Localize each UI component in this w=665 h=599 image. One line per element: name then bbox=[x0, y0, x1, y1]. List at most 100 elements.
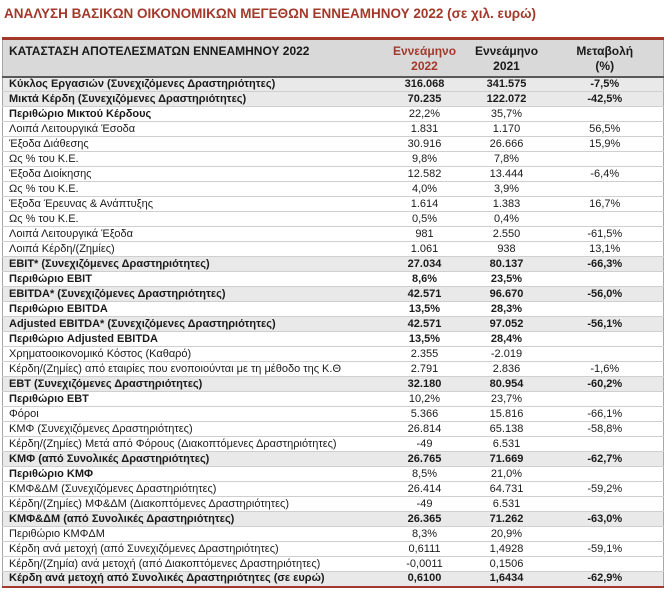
row-label: Ως % του Κ.Ε. bbox=[2, 151, 383, 167]
value-change: -6,4% bbox=[546, 166, 664, 182]
value-2022: 8,5% bbox=[382, 466, 467, 482]
value-2021: 28,4% bbox=[466, 331, 547, 347]
value-2022: 1.831 bbox=[382, 121, 467, 137]
value-2022: 8,6% bbox=[382, 271, 467, 287]
row-label: Κέρδη/(Ζημίες) Μετά από Φόρους (Διακοπτό… bbox=[2, 436, 383, 452]
value-2022: 0,6111 bbox=[382, 541, 467, 557]
value-2021: 0,1506 bbox=[466, 556, 547, 572]
value-2022: 13,5% bbox=[382, 331, 467, 347]
value-2021: 71.262 bbox=[466, 511, 547, 527]
table-row: Περιθώριο ΚΜΦΔΜ 8,3% 20,9% bbox=[2, 526, 664, 542]
table-row: Λοιπά Λειτουργικά Έξοδα 981 2.550 -61,5% bbox=[2, 226, 664, 242]
row-label: Κέρδη/(Ζημίες) ΜΦ&ΔΜ (Διακοπτόμενες Δρασ… bbox=[2, 496, 383, 512]
value-change bbox=[546, 346, 664, 362]
value-2022: 26.765 bbox=[382, 451, 467, 467]
row-label: Φόροι bbox=[2, 406, 383, 422]
row-label: Περιθώριο Adjusted EBITDA bbox=[2, 331, 383, 347]
table-row: ΚΜΦ (από Συνολικές Δραστηριότητες) 26.76… bbox=[2, 451, 664, 467]
value-2022: 42.571 bbox=[382, 316, 467, 332]
value-change: 16,7% bbox=[546, 196, 664, 212]
value-2022: -49 bbox=[382, 436, 467, 452]
table-row: Περιθώριο EBIT 8,6% 23,5% bbox=[2, 271, 664, 287]
value-2022: 316.068 bbox=[382, 76, 467, 92]
row-label: Λοιπά Λειτουργικά Έσοδα bbox=[2, 121, 383, 137]
row-label: Χρηματοοικονομικό Κόστος (Καθαρό) bbox=[2, 346, 383, 362]
value-2021: 1,4928 bbox=[466, 541, 547, 557]
value-change bbox=[546, 526, 664, 542]
table-header-row: ΚΑΤΑΣΤΑΣΗ ΑΠΟΤΕΛΕΣΜΑΤΩΝ ΕΝΝΕΑΜΗΝΟΥ 2022 … bbox=[2, 38, 664, 78]
column-header-2022-line1: Εννεάμηνο bbox=[392, 44, 457, 58]
row-label: Περιθώριο Μικτού Κέρδους bbox=[2, 106, 383, 122]
table-row: Περιθώριο EBITDA 13,5% 28,3% bbox=[2, 301, 664, 317]
value-2022: 26.814 bbox=[382, 421, 467, 437]
row-label: Περιθώριο EBT bbox=[2, 391, 383, 407]
row-label: EBIT* (Συνεχιζόμενες Δραστηριότητες) bbox=[2, 256, 383, 272]
value-2022: 22,2% bbox=[382, 106, 467, 122]
row-label: Έξοδα Διοίκησης bbox=[2, 166, 383, 182]
table-row: Περιθώριο Adjusted EBITDA 13,5% 28,4% bbox=[2, 331, 664, 347]
row-label: ΚΜΦ&ΔΜ (από Συνολικές Δραστηριότητες) bbox=[2, 511, 383, 527]
table-row: Φόροι 5.366 15.816 -66,1% bbox=[2, 406, 664, 422]
value-2022: -0,0011 bbox=[382, 556, 467, 572]
value-2021: 65.138 bbox=[466, 421, 547, 437]
value-2022: 30.916 bbox=[382, 136, 467, 152]
table-row: Adjusted EBITDA* (Συνεχιζόμενες Δραστηρι… bbox=[2, 316, 664, 332]
row-label: Κύκλος Εργασιών (Συνεχιζόμενες Δραστηριό… bbox=[2, 76, 383, 92]
row-label: Λοιπά Λειτουργικά Έξοδα bbox=[2, 226, 383, 242]
value-2021: -2.019 bbox=[466, 346, 547, 362]
value-change bbox=[546, 496, 664, 512]
value-change: -1,6% bbox=[546, 361, 664, 377]
column-header-2022: Εννεάμηνο 2022 bbox=[382, 38, 467, 78]
value-2022: 10,2% bbox=[382, 391, 467, 407]
value-change: -60,2% bbox=[546, 376, 664, 392]
row-label: Λοιπά Κέρδη/(Ζημίες) bbox=[2, 241, 383, 257]
value-change bbox=[546, 211, 664, 227]
table-row: Μικτά Κέρδη (Συνεχιζόμενες Δραστηριότητε… bbox=[2, 91, 664, 107]
table-row: ΚΜΦ&ΔΜ (Συνεχιζόμενες Δραστηριότητες) 26… bbox=[2, 481, 664, 497]
value-change bbox=[546, 271, 664, 287]
value-2022: 1.614 bbox=[382, 196, 467, 212]
value-2021: 64.731 bbox=[466, 481, 547, 497]
value-2022: 0,5% bbox=[382, 211, 467, 227]
row-label: Κέρδη ανά μετοχή (από Συνεχιζόμενες Δρασ… bbox=[2, 541, 383, 557]
row-label: ΚΜΦ (από Συνολικές Δραστηριότητες) bbox=[2, 451, 383, 467]
value-2022: 32.180 bbox=[382, 376, 467, 392]
table-row: Έξοδα Έρευνας & Ανάπτυξης 1.614 1.383 16… bbox=[2, 196, 664, 212]
table-row: Περιθώριο EBT 10,2% 23,7% bbox=[2, 391, 664, 407]
value-change: -7,5% bbox=[546, 76, 664, 92]
value-2022: 13,5% bbox=[382, 301, 467, 317]
value-2021: 80.954 bbox=[466, 376, 547, 392]
value-change: -62,9% bbox=[546, 571, 664, 587]
column-header-2022-line2: 2022 bbox=[411, 59, 438, 73]
row-label: Έξοδα Διάθεσης bbox=[2, 136, 383, 152]
table-row: Κέρδη/(Ζημία) ανά μετοχή (από Διακοπτόμε… bbox=[2, 556, 664, 572]
value-change: -58,8% bbox=[546, 421, 664, 437]
column-header-statement: ΚΑΤΑΣΤΑΣΗ ΑΠΟΤΕΛΕΣΜΑΤΩΝ ΕΝΝΕΑΜΗΝΟΥ 2022 bbox=[2, 38, 383, 78]
value-2021: 97.052 bbox=[466, 316, 547, 332]
column-header-2021-line1: Εννεάμηνο bbox=[474, 44, 539, 58]
value-2022: 0,6100 bbox=[382, 571, 467, 587]
table-row: EBT (Συνεχιζόμενες Δραστηριότητες) 32.18… bbox=[2, 376, 664, 392]
column-header-change-line1: Μεταβολή bbox=[576, 44, 634, 58]
value-2021: 6.531 bbox=[466, 436, 547, 452]
value-2022: 8,3% bbox=[382, 526, 467, 542]
value-2022: 42.571 bbox=[382, 286, 467, 302]
table-row: Περιθώριο Μικτού Κέρδους 22,2% 35,7% bbox=[2, 106, 664, 122]
value-2021: 3,9% bbox=[466, 181, 547, 197]
value-2021: 23,5% bbox=[466, 271, 547, 287]
row-label: Κέρδη/(Ζημία) ανά μετοχή (από Διακοπτόμε… bbox=[2, 556, 383, 572]
row-label: Περιθώριο ΚΜΦΔΜ bbox=[2, 526, 383, 542]
value-change bbox=[546, 301, 664, 317]
row-label: Έξοδα Έρευνας & Ανάπτυξης bbox=[2, 196, 383, 212]
table-row: ΚΜΦ (Συνεχιζόμενες Δραστηριότητες) 26.81… bbox=[2, 421, 664, 437]
value-2021: 80.137 bbox=[466, 256, 547, 272]
value-2021: 341.575 bbox=[466, 76, 547, 92]
value-change bbox=[546, 151, 664, 167]
value-2021: 1.383 bbox=[466, 196, 547, 212]
value-change: -59,1% bbox=[546, 541, 664, 557]
value-2022: 26.365 bbox=[382, 511, 467, 527]
value-2021: 1,6434 bbox=[466, 571, 547, 587]
row-label: Κέρδη ανά μετοχή από Συνολικές Δραστηριό… bbox=[2, 571, 383, 587]
value-2022: 5.366 bbox=[382, 406, 467, 422]
